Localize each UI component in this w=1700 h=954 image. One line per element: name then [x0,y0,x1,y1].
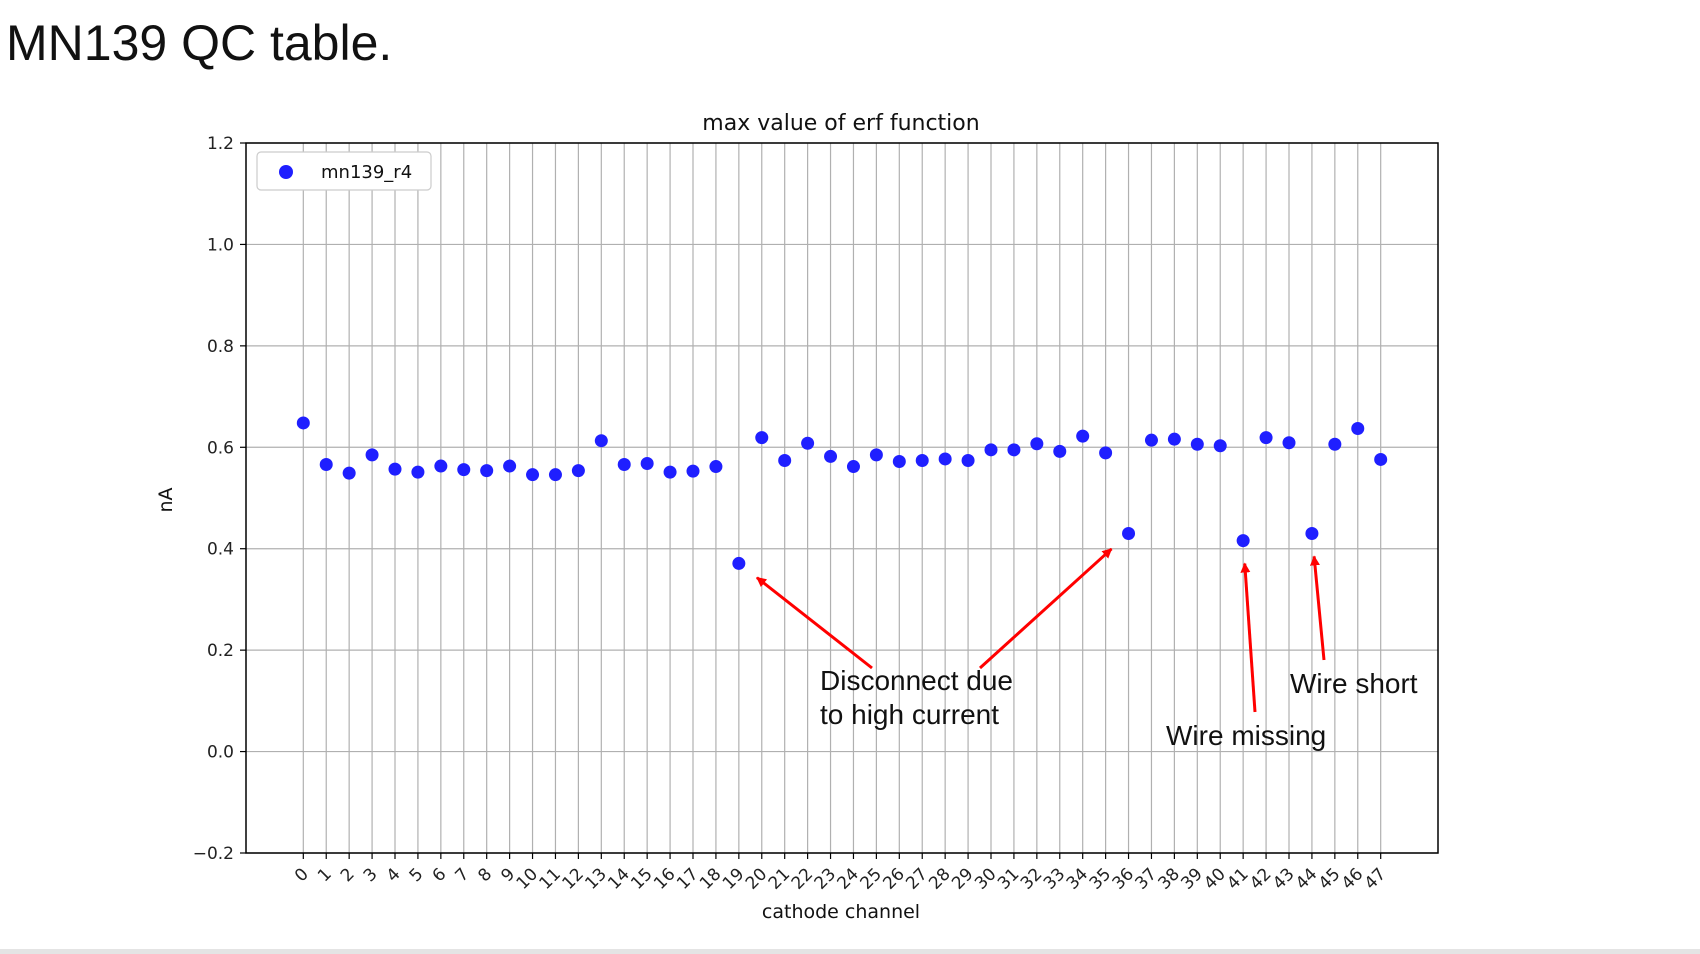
y-tick-label: 1.0 [207,235,234,255]
data-points [296,416,1388,570]
data-point [961,453,975,467]
data-point [365,448,379,462]
x-tick-label: 47 [1361,864,1390,893]
annotation-text: Wire missing [1166,720,1326,751]
x-tick-label: 0 [291,864,313,886]
data-point [342,466,356,480]
data-point [984,443,998,457]
data-point [411,465,425,479]
data-point [778,453,792,467]
legend-marker [279,165,293,179]
x-tick-label: 8 [474,864,496,886]
data-point [1374,452,1388,466]
data-point [571,464,585,478]
data-point [663,465,677,479]
data-point [1030,437,1044,451]
y-axis-label: nA [155,487,177,512]
data-point [1099,446,1113,460]
legend: mn139_r4 [256,151,432,191]
data-point [824,449,838,463]
data-point [1076,429,1090,443]
data-point [480,464,494,478]
x-tick-label: 5 [406,864,428,886]
data-point [1328,437,1342,451]
y-tick-label: 0.6 [207,438,234,458]
data-point [388,462,402,476]
data-point [319,458,333,472]
y-tick-label: 0.2 [207,641,234,661]
annotation-arrow [1240,562,1257,713]
annotation-text: Wire short [1290,668,1418,699]
annotation-arrow [1309,555,1326,661]
y-tick-label: 0.4 [207,540,234,560]
x-tick-label: 1 [314,864,336,886]
annotation-text: to high current [820,699,999,730]
data-point [709,460,723,474]
y-tick-label: 1.2 [207,134,234,154]
data-point [594,434,608,448]
data-point [846,460,860,474]
data-point [1351,422,1365,436]
data-point [503,459,517,473]
y-tick-label: −0.2 [193,844,234,864]
data-point [686,464,700,478]
data-point [1144,433,1158,447]
slide-bottom-rule [0,949,1700,954]
data-point [1259,431,1273,445]
annotation-arrows [756,547,1326,713]
y-tick-label: 0.0 [207,743,234,763]
data-point [1190,437,1204,451]
slide-title: MN139 QC table. [6,15,393,71]
annotation-text: Disconnect due [820,665,1013,696]
data-point [938,452,952,466]
x-tick-label: 4 [383,864,405,886]
annotation-arrow [756,576,873,670]
data-point [1122,527,1136,540]
data-point [1213,439,1227,453]
data-point [548,468,562,482]
x-tick-label: 2 [337,864,359,886]
legend-label: mn139_r4 [321,162,412,183]
chart-title: max value of erf function [702,111,979,136]
y-tick-label: 0.8 [207,337,234,357]
x-tick-label: 3 [360,864,382,886]
data-point [457,463,471,477]
data-point [1167,432,1181,446]
data-point [1282,436,1296,450]
grid [246,142,1438,854]
x-tick-label: 7 [452,864,474,886]
data-point [526,468,540,482]
data-point [1236,534,1250,548]
legend-box [256,151,432,191]
data-point [915,453,929,467]
data-point [434,459,448,473]
data-point [617,458,631,472]
data-point [801,436,815,450]
data-point [640,457,654,471]
data-point [1053,444,1067,458]
data-point [1305,527,1319,540]
data-point [755,431,769,445]
plot-frame [245,142,1439,854]
annotation-arrow [978,547,1113,670]
data-point [869,448,883,462]
data-point [732,556,746,570]
data-point [892,454,906,468]
x-tick-label: 6 [429,864,451,886]
x-axis-label: cathode channel [762,901,920,923]
data-point [296,416,310,430]
data-point [1007,443,1021,457]
